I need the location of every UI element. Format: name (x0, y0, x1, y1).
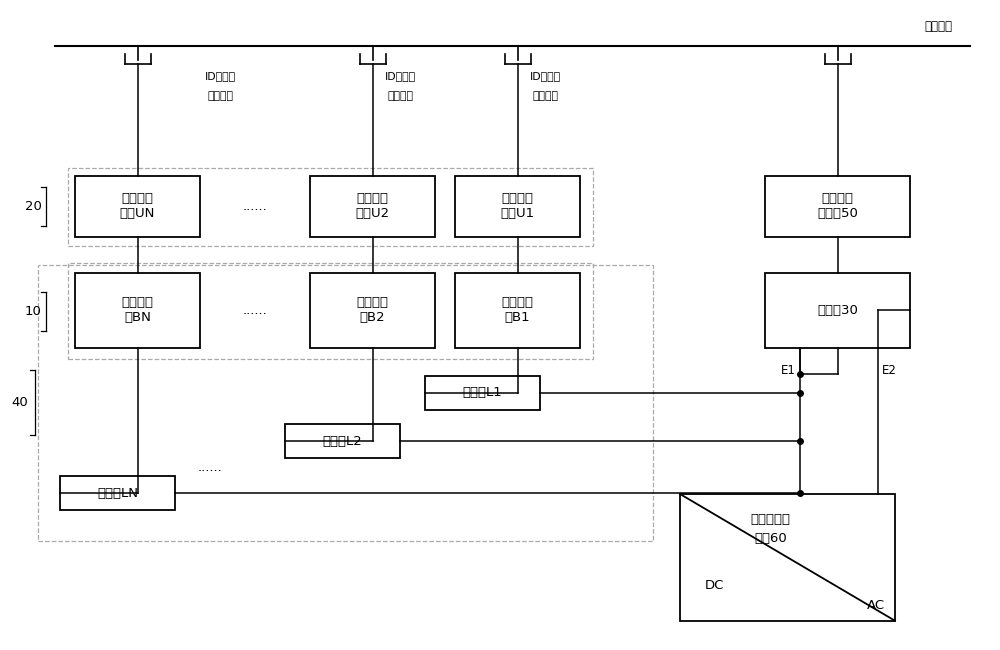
Bar (680, 494, 895, 621)
Text: 连接器L2: 连接器L2 (323, 435, 362, 448)
Bar (765, 176, 910, 237)
Bar (68, 168, 593, 246)
Bar (38, 265, 653, 541)
Text: 状态信息: 状态信息 (532, 90, 558, 101)
Text: ......: ...... (243, 200, 267, 213)
Text: 待组合电
池B1: 待组合电 池B1 (502, 296, 534, 324)
Text: 连接器LN: 连接器LN (97, 487, 138, 500)
Bar (60, 476, 175, 510)
Text: 主电池30: 主电池30 (817, 304, 858, 317)
Text: 40: 40 (12, 396, 28, 410)
Text: ID信号及: ID信号及 (384, 71, 416, 81)
Text: 20: 20 (25, 200, 41, 213)
Text: 10: 10 (25, 305, 41, 318)
Bar (75, 273, 200, 348)
Text: 电池管理
单元U2: 电池管理 单元U2 (355, 192, 390, 220)
Bar (310, 273, 435, 348)
Bar (75, 176, 200, 237)
Text: AC: AC (867, 599, 885, 612)
Bar (455, 273, 580, 348)
Text: E2: E2 (882, 364, 897, 377)
Text: E1: E1 (781, 364, 796, 377)
Text: 连接器L1: 连接器L1 (463, 386, 502, 399)
Text: ......: ...... (243, 304, 267, 317)
Text: ID信号及: ID信号及 (204, 71, 236, 81)
Text: 待组合电
池BN: 待组合电 池BN (122, 296, 154, 324)
Text: 电池管理
单元UN: 电池管理 单元UN (120, 192, 155, 220)
Text: DC: DC (705, 578, 724, 592)
Bar (68, 263, 593, 359)
Text: 待组合电
池B2: 待组合电 池B2 (356, 296, 388, 324)
Bar (455, 176, 580, 237)
Bar (765, 273, 910, 348)
Text: 主电池管
理单元50: 主电池管 理单元50 (817, 192, 858, 220)
Text: ID信号及: ID信号及 (529, 71, 561, 81)
Text: 通信总线: 通信总线 (924, 20, 952, 32)
Text: 主功率转换: 主功率转换 (750, 513, 790, 526)
Bar (425, 376, 540, 410)
Text: 状态信息: 状态信息 (387, 90, 413, 101)
Text: 单元60: 单元60 (754, 532, 787, 545)
Bar (310, 176, 435, 237)
Text: ......: ...... (198, 461, 222, 474)
Text: 电池管理
单元U1: 电池管理 单元U1 (500, 192, 535, 220)
Text: 状态信息: 状态信息 (207, 90, 233, 101)
Bar (285, 424, 400, 458)
